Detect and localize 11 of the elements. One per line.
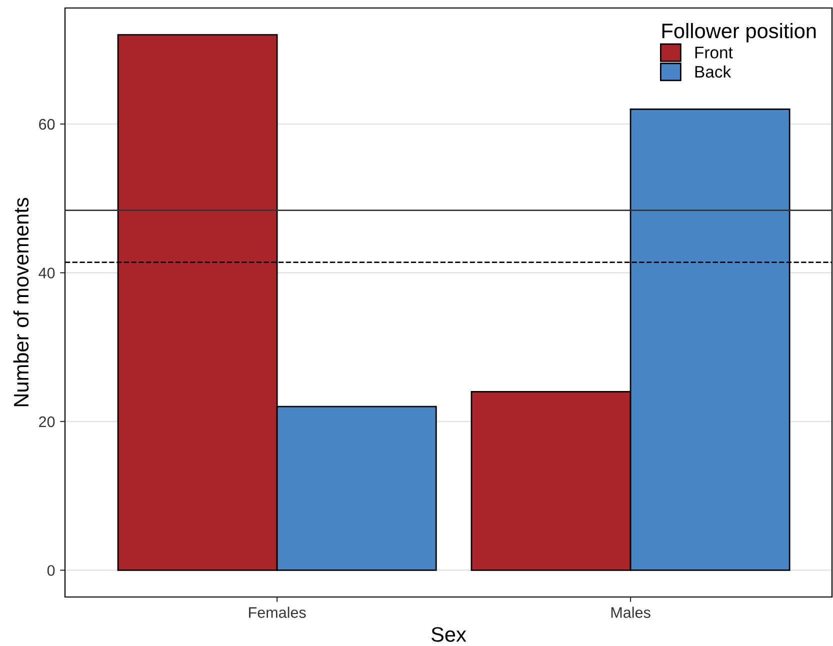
x-axis-title: Sex [432, 627, 466, 642]
legend-label: Front [695, 46, 733, 58]
x-tick-label: Males [611, 606, 650, 618]
y-tick-label: 40 [38, 268, 55, 278]
y-tick-label: 20 [39, 416, 55, 428]
x-tick-label: Females [249, 606, 306, 618]
y-axis-title: Number of movements [13, 198, 29, 406]
legend-title: Follower position [662, 23, 816, 42]
legend-label: Back [695, 65, 732, 78]
y-tick-label: 60 [39, 118, 55, 130]
y-tick-label: 0 [47, 565, 55, 576]
